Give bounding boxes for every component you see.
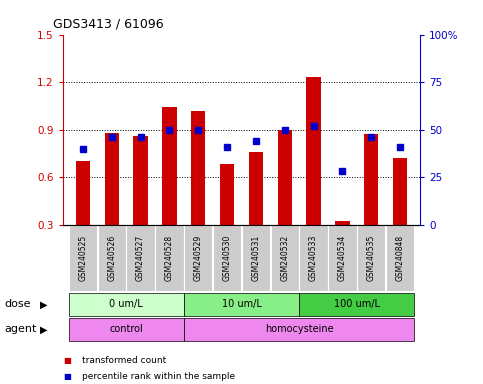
Bar — [220, 164, 234, 225]
Bar — [393, 158, 407, 225]
Bar — [184, 318, 414, 341]
Bar — [69, 293, 184, 316]
Bar — [278, 130, 292, 225]
Bar — [386, 225, 414, 291]
Bar — [162, 108, 177, 225]
Text: GSM240530: GSM240530 — [223, 235, 231, 281]
Bar — [191, 111, 205, 225]
Text: GSM240534: GSM240534 — [338, 235, 347, 281]
Text: GSM240528: GSM240528 — [165, 235, 174, 281]
Bar — [213, 225, 241, 291]
Bar — [242, 225, 270, 291]
Bar — [299, 293, 414, 316]
Bar — [335, 222, 350, 225]
Text: GSM240525: GSM240525 — [78, 235, 87, 281]
Text: GSM240532: GSM240532 — [280, 235, 289, 281]
Text: ■: ■ — [63, 356, 71, 366]
Bar — [364, 134, 378, 225]
Text: 100 um/L: 100 um/L — [334, 299, 380, 309]
Bar — [306, 77, 321, 225]
Text: GSM240529: GSM240529 — [194, 235, 203, 281]
Text: GSM240533: GSM240533 — [309, 235, 318, 281]
Bar — [127, 225, 155, 291]
Text: 0 um/L: 0 um/L — [109, 299, 143, 309]
Text: GSM240531: GSM240531 — [252, 235, 260, 281]
Bar — [76, 161, 90, 225]
Text: GSM240848: GSM240848 — [396, 235, 405, 281]
Text: ■: ■ — [63, 372, 71, 381]
Text: GSM240535: GSM240535 — [367, 235, 376, 281]
Text: agent: agent — [5, 324, 37, 334]
Bar — [98, 225, 126, 291]
Bar — [357, 225, 385, 291]
Text: percentile rank within the sample: percentile rank within the sample — [82, 372, 235, 381]
Bar — [328, 225, 356, 291]
Bar — [184, 225, 213, 291]
Text: homocysteine: homocysteine — [265, 324, 333, 334]
Bar — [133, 136, 148, 225]
Bar — [69, 318, 184, 341]
Text: ▶: ▶ — [40, 299, 47, 310]
Bar — [69, 225, 97, 291]
Bar — [156, 225, 184, 291]
Text: transformed count: transformed count — [82, 356, 166, 366]
Bar — [184, 293, 299, 316]
Bar — [270, 225, 299, 291]
Text: dose: dose — [5, 299, 31, 310]
Text: 10 um/L: 10 um/L — [222, 299, 261, 309]
Text: control: control — [109, 324, 143, 334]
Text: GSM240527: GSM240527 — [136, 235, 145, 281]
Bar — [249, 152, 263, 225]
Text: GDS3413 / 61096: GDS3413 / 61096 — [53, 18, 164, 31]
Text: ▶: ▶ — [40, 324, 47, 334]
Text: GSM240526: GSM240526 — [107, 235, 116, 281]
Bar — [105, 133, 119, 225]
Bar — [299, 225, 327, 291]
